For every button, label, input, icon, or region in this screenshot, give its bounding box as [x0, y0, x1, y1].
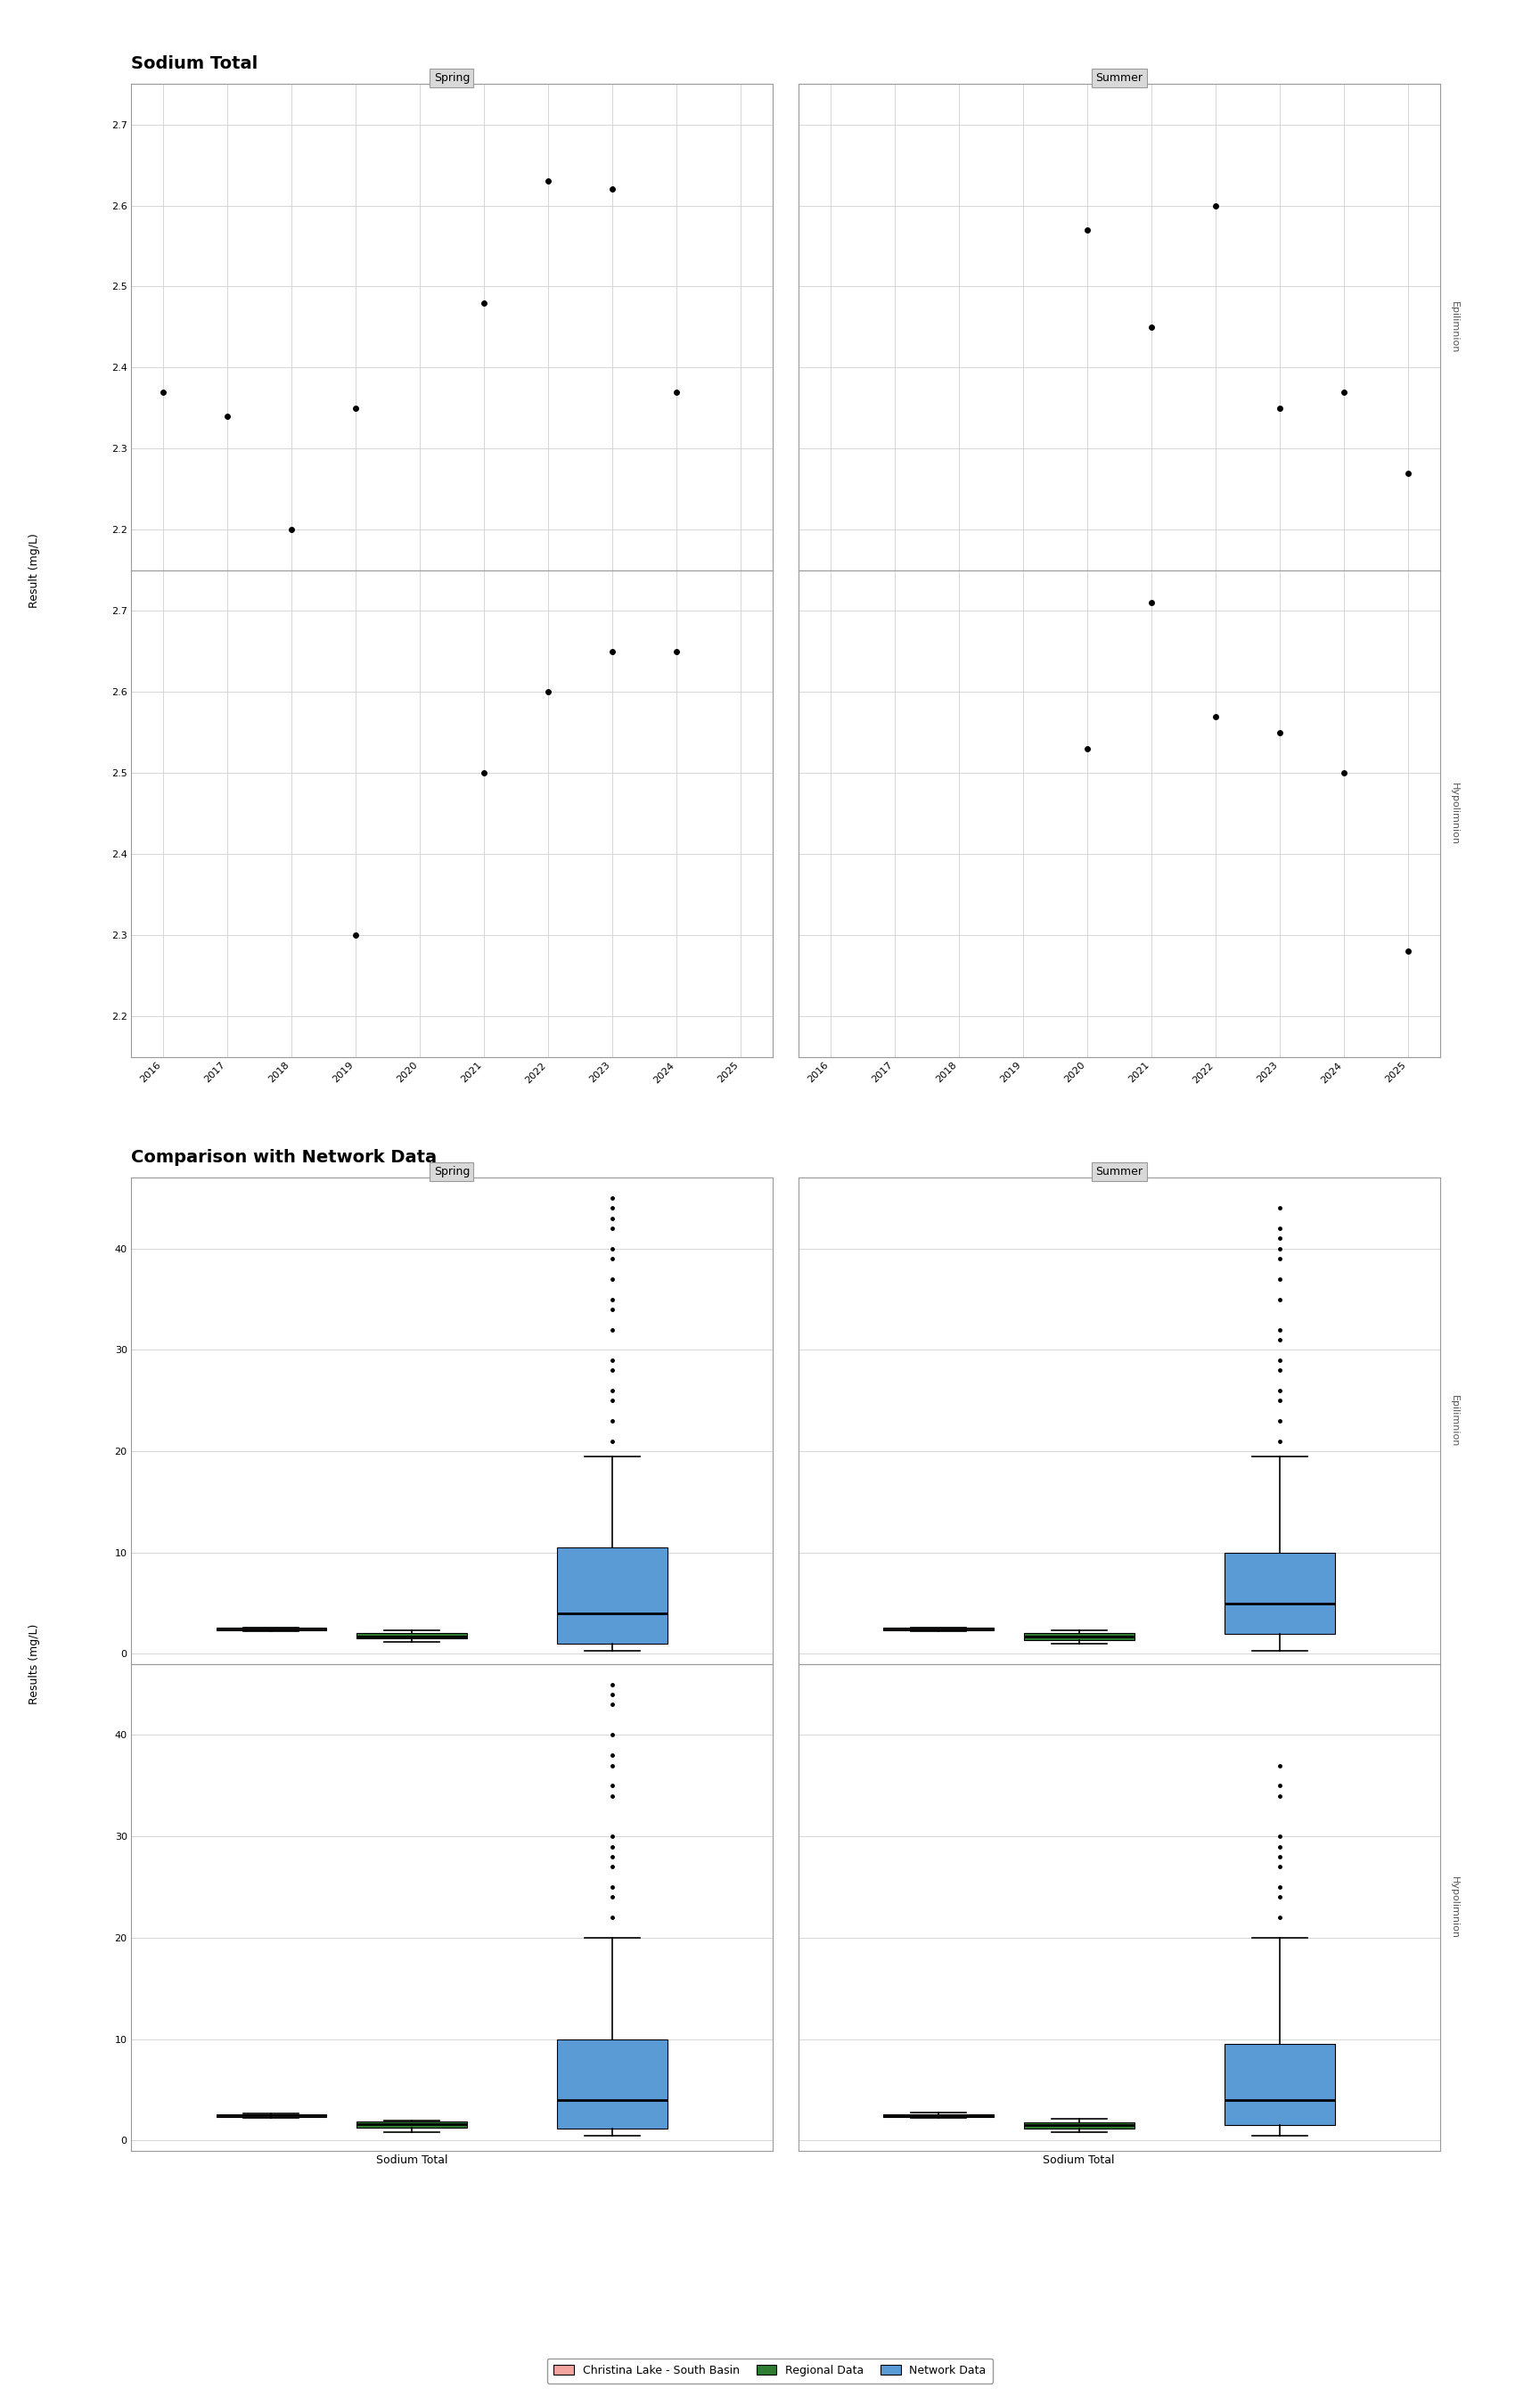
- Text: Hypolimnion: Hypolimnion: [1449, 1876, 1458, 1938]
- Point: [1138, 309, 1163, 347]
- PathPatch shape: [1224, 1553, 1335, 1634]
- Point: [1267, 388, 1292, 426]
- Text: Sodium Total: Sodium Total: [131, 55, 257, 72]
- Point: [664, 633, 688, 671]
- PathPatch shape: [1024, 1632, 1133, 1639]
- Point: [471, 283, 496, 321]
- PathPatch shape: [1024, 2123, 1133, 2128]
- Point: [536, 163, 561, 201]
- PathPatch shape: [356, 1632, 467, 1639]
- Text: Comparison with Network Data: Comparison with Network Data: [131, 1148, 437, 1164]
- Text: Results (mg/L): Results (mg/L): [28, 1624, 40, 1704]
- Point: [601, 633, 625, 671]
- Point: [601, 170, 625, 208]
- Point: [1075, 731, 1100, 769]
- Point: [343, 915, 368, 954]
- Point: [1138, 585, 1163, 623]
- Point: [536, 673, 561, 712]
- Point: [1331, 755, 1355, 793]
- Point: [151, 374, 176, 412]
- Point: [279, 510, 303, 549]
- Title: Summer: Summer: [1095, 72, 1143, 84]
- Point: [1395, 932, 1420, 970]
- PathPatch shape: [216, 2113, 326, 2116]
- Point: [343, 388, 368, 426]
- PathPatch shape: [884, 2116, 993, 2118]
- Point: [471, 755, 496, 793]
- Title: Spring: Spring: [434, 72, 470, 84]
- PathPatch shape: [557, 1548, 667, 1644]
- Point: [216, 398, 240, 436]
- Point: [1331, 374, 1355, 412]
- Text: Result (mg/L): Result (mg/L): [28, 532, 40, 609]
- Point: [1203, 697, 1227, 736]
- Title: Spring: Spring: [434, 1167, 470, 1176]
- Text: Hypolimnion: Hypolimnion: [1449, 783, 1458, 846]
- Point: [1203, 187, 1227, 225]
- Text: Epilimnion: Epilimnion: [1449, 1394, 1458, 1447]
- Title: Summer: Summer: [1095, 1167, 1143, 1176]
- Point: [664, 374, 688, 412]
- PathPatch shape: [356, 2120, 467, 2128]
- Point: [1267, 714, 1292, 752]
- PathPatch shape: [557, 2039, 667, 2128]
- Text: Epilimnion: Epilimnion: [1449, 302, 1458, 352]
- Legend: Christina Lake - South Basin, Regional Data, Network Data: Christina Lake - South Basin, Regional D…: [547, 2358, 993, 2384]
- PathPatch shape: [1224, 2044, 1335, 2125]
- Point: [1395, 453, 1420, 491]
- Point: [1075, 211, 1100, 249]
